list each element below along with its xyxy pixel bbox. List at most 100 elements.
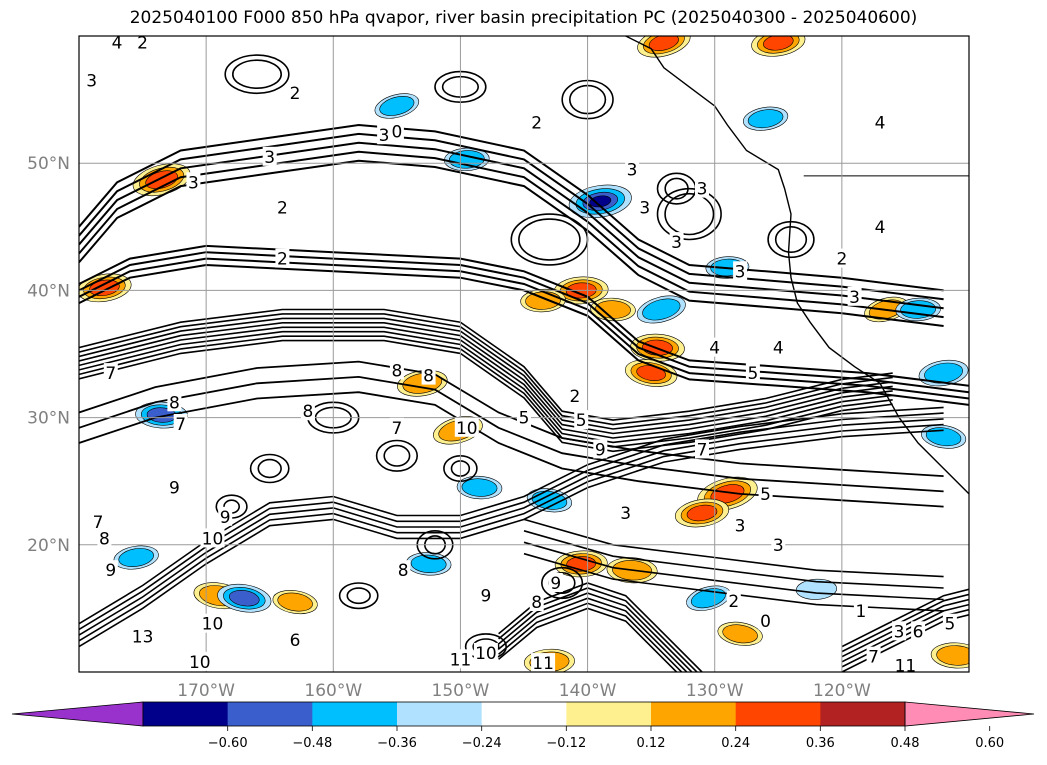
contour-label: 3	[86, 72, 97, 92]
contour-line	[79, 391, 944, 508]
contour-label: 2	[137, 33, 148, 53]
contour-label: 2	[290, 84, 301, 104]
contour-label-bg	[517, 407, 531, 427]
colorbar-segment	[566, 702, 652, 726]
contour-label: 10	[202, 529, 224, 549]
colorbar-tick-label: 0.12	[637, 736, 666, 751]
contour-label-bg	[695, 178, 709, 198]
contour-label-bg	[758, 483, 773, 503]
contour-label-bg	[866, 646, 881, 666]
contour-label: 11	[450, 650, 472, 670]
lon-tick-label: 140°W	[559, 681, 617, 701]
lon-labels: 170°W 160°W 150°W 140°W 130°W 120°W	[177, 681, 871, 701]
colorbar-tick-label: 0.36	[806, 736, 835, 751]
contour-label: 8	[531, 593, 542, 613]
contour-label-bg	[218, 506, 233, 526]
contour-label: 7	[391, 419, 402, 439]
colorbar-extend-high	[904, 701, 1035, 727]
contour-label: 3	[773, 536, 784, 556]
colorbar-segment	[397, 702, 482, 726]
contour-ring	[338, 582, 379, 610]
contour-label-bg	[669, 232, 684, 252]
contour-ring	[249, 453, 290, 484]
contour-label: 2	[569, 387, 580, 407]
contour-line	[498, 592, 693, 672]
contour-label-bg	[473, 642, 498, 662]
contour-label-bg	[389, 360, 404, 380]
contour-label-bg	[97, 528, 112, 548]
contour-label: 8	[391, 362, 402, 382]
contour-label-bg	[262, 146, 277, 166]
colorbar-tick-label: 0.60	[975, 736, 1004, 751]
contour-label-bg	[834, 248, 849, 268]
contour-label-bg	[389, 121, 404, 141]
precip-blob	[229, 590, 260, 607]
contour-label-bg	[733, 515, 748, 535]
contour-label: 9	[595, 440, 606, 460]
contour-line	[79, 308, 893, 421]
contour-label: 3	[188, 173, 199, 193]
lon-tick-label: 120°W	[813, 681, 871, 701]
contour-label-bg	[853, 600, 868, 620]
contour-label: 4	[875, 218, 886, 238]
precip-blob	[642, 298, 681, 321]
contour-label: 13	[132, 627, 154, 647]
contour-label-bg	[103, 363, 118, 383]
lat-tick-label: 20°N	[27, 536, 70, 556]
contour-ring	[540, 566, 584, 600]
contour-label-bg	[377, 125, 392, 145]
contour-label-bg	[531, 653, 556, 672]
contour-label: 5	[519, 409, 530, 429]
contour-label: 0	[391, 122, 402, 142]
contour-label: 2	[531, 114, 542, 134]
precip-blob	[686, 504, 718, 522]
precip-blob	[763, 36, 794, 51]
contour-label-bg	[275, 197, 290, 217]
contour-line	[79, 339, 893, 453]
contour-label: 7	[93, 513, 104, 533]
precip-blob	[722, 624, 758, 644]
contour-label: 10	[475, 644, 497, 664]
contour-line	[841, 593, 969, 653]
contour-label-bg	[873, 112, 887, 132]
contour-label: 3	[735, 262, 746, 282]
contour-label: 9	[105, 561, 116, 581]
contour-label-bg	[396, 560, 411, 580]
colorbar-tick-label: −0.12	[546, 736, 586, 751]
contour-label: 6	[913, 622, 924, 642]
contour-line	[498, 607, 678, 672]
contour-line	[498, 597, 688, 672]
precip-blob	[747, 109, 784, 129]
contour-label-bg	[625, 159, 640, 179]
contour-line	[79, 150, 944, 319]
contour-line	[79, 159, 944, 327]
lon-tick-label: 160°W	[304, 681, 362, 701]
contour-label: 3	[894, 622, 905, 642]
contour-label-bg	[84, 70, 99, 90]
lat-tick-label: 30°N	[27, 409, 70, 429]
colorbar-segment	[143, 702, 228, 726]
precip-blob	[648, 36, 679, 51]
contour-label: 3	[627, 161, 638, 181]
contour-label-bg	[618, 503, 633, 522]
contour-label: 8	[423, 367, 434, 387]
contour-line	[79, 141, 944, 310]
contour-label-bg	[726, 590, 741, 610]
contour-ring	[664, 192, 715, 236]
colorbar-extend-low	[11, 701, 144, 727]
contour-label-bg	[548, 573, 563, 592]
contour-label: 3	[639, 199, 650, 219]
contour-label-bg	[911, 621, 926, 641]
contour-label: 8	[398, 561, 409, 581]
contour-ring	[518, 218, 581, 261]
colorbar-segment	[312, 702, 398, 726]
contour-label-bg	[389, 417, 404, 437]
coastline-path	[625, 36, 969, 495]
contour-label-bg	[707, 337, 722, 357]
contour-label: 4	[773, 339, 784, 359]
precip-blob	[145, 170, 178, 190]
contour-label: 2	[836, 250, 847, 270]
contour-label-bg	[103, 560, 118, 580]
